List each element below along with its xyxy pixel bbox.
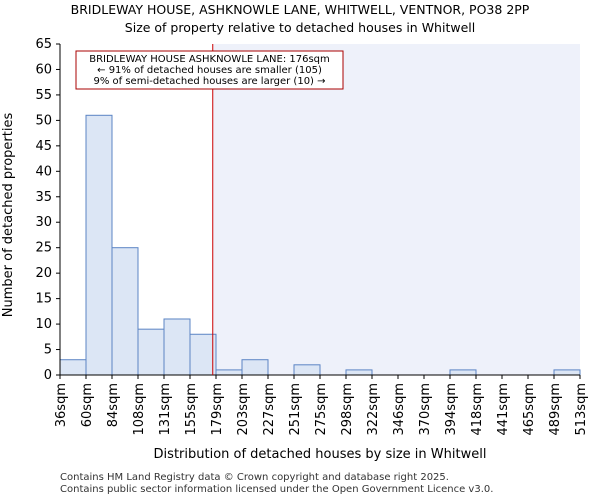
x-tick-label: 155sqm — [184, 383, 199, 436]
y-tick-label: 50 — [35, 113, 52, 128]
bar — [111, 247, 139, 376]
y-tick-label: 40 — [35, 164, 52, 179]
x-tick-label: 84sqm — [106, 383, 121, 427]
bar — [215, 369, 243, 376]
annotation: BRIDLEWAY HOUSE ASHKNOWLE LANE: 176sqm← … — [75, 50, 344, 90]
y-tick-label: 60 — [35, 62, 52, 77]
x-tick-label: 179sqm — [210, 383, 225, 436]
x-axis-title: Distribution of detached houses by size … — [154, 447, 487, 462]
x-tick-label: 227sqm — [262, 383, 277, 436]
bar — [293, 364, 321, 376]
footer-line-1: Contains HM Land Registry data © Crown c… — [60, 472, 449, 483]
bar — [85, 114, 113, 376]
y-tick-label: 55 — [35, 88, 52, 103]
bar — [553, 369, 581, 376]
x-tick-label: 298sqm — [340, 383, 355, 436]
x-tick-label: 322sqm — [366, 383, 381, 436]
bar — [163, 318, 191, 376]
larger-region — [212, 44, 580, 375]
x-tick-label: 275sqm — [314, 383, 329, 436]
bar — [189, 333, 217, 376]
x-tick-label: 108sqm — [132, 383, 147, 436]
x-tick-label: 251sqm — [288, 383, 303, 436]
x-tick-label: 131sqm — [158, 383, 173, 436]
annotation-box — [75, 50, 344, 90]
y-tick-label: 5 — [44, 343, 52, 358]
bar — [59, 359, 87, 376]
annotation-line: BRIDLEWAY HOUSE ASHKNOWLE LANE: 176sqm — [89, 54, 330, 65]
y-tick-label: 15 — [35, 292, 52, 307]
x-tick-label: 489sqm — [548, 383, 563, 436]
x-tick-label: 513sqm — [574, 383, 589, 436]
x-tick-label: 441sqm — [496, 383, 511, 436]
highlight-region — [212, 44, 580, 375]
x-axis-ticks: 36sqm 60sqm 84sqm 108sqm 131sqm 155sqm 179sqm 2… — [54, 375, 589, 436]
footer-line-2: Contains public sector information licen… — [60, 484, 494, 495]
x-tick-label: 418sqm — [470, 383, 485, 436]
bar — [137, 328, 165, 376]
annotation-line: ← 91% of detached houses are smaller (10… — [97, 65, 322, 76]
chart-subtitle: Size of property relative to detached ho… — [125, 20, 475, 35]
y-tick-label: 20 — [35, 266, 52, 281]
y-tick-label: 35 — [35, 190, 52, 205]
y-tick-label: 30 — [35, 215, 52, 230]
x-tick-label: 394sqm — [444, 383, 459, 436]
y-tick-label: 0 — [44, 368, 52, 383]
x-tick-label: 370sqm — [418, 383, 433, 436]
y-tick-label: 45 — [35, 139, 52, 154]
x-tick-label: 60sqm — [80, 383, 95, 427]
bar — [449, 369, 477, 376]
y-axis-ticks: 0 5 10 15 20 25 30 35 40 45 50 55 60 65 — [35, 37, 60, 383]
y-tick-label: 10 — [35, 317, 52, 332]
x-tick-label: 203sqm — [236, 383, 251, 436]
y-axis-title: Number of detached properties — [1, 113, 16, 318]
x-tick-label: 346sqm — [392, 383, 407, 436]
bar — [345, 369, 373, 376]
bar — [241, 359, 269, 376]
annotation-line: 9% of semi-detached houses are larger (1… — [93, 76, 325, 87]
bars — [59, 114, 581, 376]
y-tick-label: 25 — [35, 241, 52, 256]
x-tick-label: 36sqm — [54, 383, 69, 427]
chart-title: BRIDLEWAY HOUSE, ASHKNOWLE LANE, WHITWEL… — [71, 2, 530, 17]
x-tick-label: 465sqm — [522, 383, 537, 436]
y-tick-label: 65 — [35, 37, 52, 52]
